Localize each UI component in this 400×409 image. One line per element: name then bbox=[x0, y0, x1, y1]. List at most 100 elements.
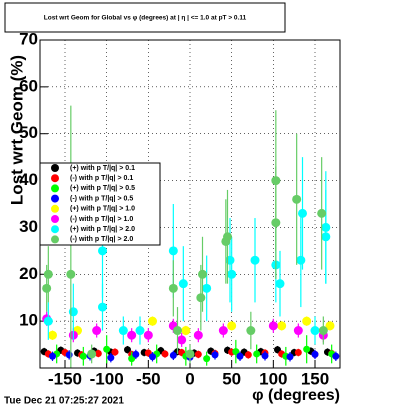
data-point bbox=[161, 350, 169, 358]
data-point bbox=[118, 326, 128, 336]
data-point bbox=[127, 330, 137, 340]
data-point bbox=[303, 345, 311, 353]
legend-label: (+) with p T/|q| > 0.5 bbox=[70, 185, 135, 192]
data-point bbox=[92, 326, 102, 336]
data-point bbox=[143, 330, 153, 340]
data-point bbox=[275, 279, 285, 289]
data-point bbox=[244, 351, 252, 359]
legend-marker bbox=[51, 235, 59, 244]
data-point bbox=[227, 269, 237, 279]
data-point bbox=[318, 326, 328, 336]
x-axis-label: φ (degrees) bbox=[252, 387, 340, 404]
data-point bbox=[225, 255, 235, 265]
data-point bbox=[193, 330, 203, 340]
data-point bbox=[173, 326, 182, 336]
legend-marker bbox=[51, 194, 59, 203]
data-point bbox=[202, 283, 212, 293]
data-point bbox=[43, 269, 53, 279]
data-point bbox=[98, 302, 107, 312]
data-point bbox=[218, 326, 228, 336]
x-tick-label: -150 bbox=[48, 369, 82, 388]
data-point bbox=[124, 346, 131, 354]
data-point bbox=[302, 316, 312, 326]
y-tick-label: 10 bbox=[19, 311, 38, 330]
data-point bbox=[271, 218, 281, 228]
data-point bbox=[253, 350, 261, 358]
data-point bbox=[79, 352, 87, 360]
data-point bbox=[107, 354, 115, 362]
x-tick-label: -50 bbox=[136, 369, 161, 388]
data-point bbox=[42, 283, 52, 293]
timestamp: Tue Dec 21 07:25:27 2021 bbox=[4, 396, 124, 407]
data-point bbox=[321, 222, 331, 232]
data-point bbox=[178, 279, 188, 289]
x-tick-label: -100 bbox=[90, 369, 124, 388]
data-point bbox=[268, 321, 278, 331]
data-point bbox=[286, 353, 294, 361]
data-point bbox=[48, 330, 57, 340]
title-box bbox=[4, 2, 286, 33]
data-point bbox=[185, 349, 195, 359]
legend-label: (+) with p T/|q| > 2.0 bbox=[70, 226, 135, 233]
legend-label: (-) with p T/|q| > 0.5 bbox=[70, 195, 133, 202]
y-tick-label: 20 bbox=[19, 264, 38, 283]
data-point bbox=[65, 351, 73, 359]
legend-marker bbox=[51, 174, 59, 183]
legend-marker bbox=[51, 164, 59, 172]
data-point bbox=[196, 293, 206, 303]
data-point bbox=[135, 326, 145, 336]
data-point bbox=[103, 345, 111, 353]
data-point bbox=[98, 246, 107, 256]
legend-marker bbox=[51, 184, 59, 193]
data-point bbox=[148, 316, 157, 326]
data-point bbox=[232, 348, 240, 356]
data-point bbox=[198, 269, 207, 279]
data-point bbox=[250, 255, 260, 265]
legend-marker bbox=[51, 204, 59, 213]
data-point bbox=[66, 269, 76, 279]
legend-label: (-) with p T/|q| > 0.1 bbox=[70, 175, 133, 182]
data-point bbox=[227, 321, 237, 331]
data-point bbox=[332, 352, 340, 360]
data-point bbox=[168, 283, 178, 293]
data-point bbox=[298, 208, 307, 218]
data-point bbox=[236, 352, 244, 360]
x-tick-label: 50 bbox=[222, 369, 241, 388]
y-axis-label: Lost wrt Geom (%) bbox=[7, 55, 26, 205]
legend: (+) with p T/|q| > 0.1 (-) with p T/|q| >… bbox=[39, 162, 161, 246]
legend-label: (-) with p T/|q| > 1.0 bbox=[70, 216, 133, 223]
chart-title: Lost wrt Geom for Global vs φ (degrees) … bbox=[44, 15, 247, 22]
legend-label: (-) with p T/|q| > 2.0 bbox=[70, 236, 133, 243]
x-tick-label: 100 bbox=[259, 369, 287, 388]
data-point bbox=[246, 326, 256, 336]
data-point bbox=[87, 349, 97, 359]
y-tick-label: 70 bbox=[19, 29, 38, 48]
data-point bbox=[310, 326, 320, 336]
legend-marker bbox=[51, 215, 59, 223]
data-point bbox=[293, 326, 303, 336]
y-tick-label: 50 bbox=[19, 123, 38, 142]
data-point bbox=[149, 353, 156, 361]
data-point bbox=[194, 350, 202, 358]
y-tick-label: 40 bbox=[19, 170, 38, 189]
data-point bbox=[181, 326, 191, 336]
data-point bbox=[261, 352, 269, 360]
data-point bbox=[68, 307, 78, 317]
legend-label: (+) with p T/|q| > 0.1 bbox=[70, 165, 135, 172]
data-point bbox=[292, 194, 302, 204]
data-point bbox=[169, 351, 177, 359]
data-point bbox=[211, 351, 219, 359]
data-point bbox=[43, 316, 53, 326]
x-tick-label: 150 bbox=[301, 369, 329, 388]
data-point bbox=[111, 348, 119, 356]
data-point bbox=[277, 321, 287, 331]
data-point bbox=[325, 321, 335, 331]
data-point bbox=[177, 335, 187, 345]
data-point bbox=[317, 208, 327, 218]
data-point bbox=[49, 352, 56, 360]
data-point bbox=[94, 349, 102, 357]
data-point bbox=[223, 232, 232, 242]
data-point bbox=[296, 255, 306, 265]
